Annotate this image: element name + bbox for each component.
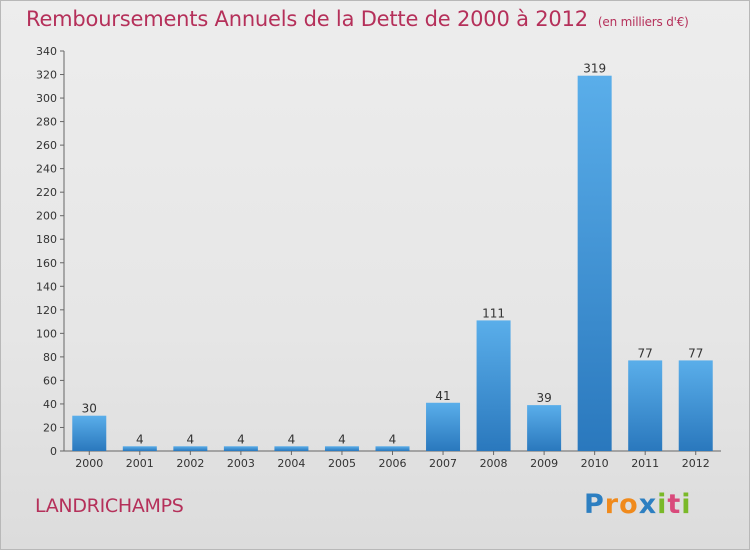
y-tick-label: 200: [36, 210, 57, 223]
bar-2011: [628, 360, 663, 451]
value-label-2002: 4: [187, 432, 195, 446]
unit-label: (en milliers d'€): [597, 15, 689, 29]
chart-title: Remboursements Annuels de la Dette de 20…: [26, 7, 689, 31]
value-label-2008: 111: [482, 306, 505, 320]
bar-2000: [72, 415, 107, 451]
logo-letter: x: [638, 489, 658, 520]
value-label-2004: 4: [288, 432, 296, 446]
y-tick-label: 160: [36, 257, 57, 270]
logo-letter: P: [584, 489, 605, 520]
y-tick-label: 340: [36, 45, 57, 58]
logo-letter: i: [681, 489, 692, 520]
y-tick-label: 60: [43, 374, 57, 387]
labels: 2000 30 2001 4 2002 4 2003 4 2004 4 2005 4 2006 4 2007…: [75, 62, 709, 470]
y-tick-label: 260: [36, 139, 57, 152]
x-tick-label-2008: 2008: [480, 457, 508, 470]
proxiti-logo: Proxiti: [584, 489, 692, 520]
x-tick-label-2011: 2011: [631, 457, 659, 470]
logo-letter: t: [667, 489, 682, 520]
y-tick-label: 40: [43, 398, 57, 411]
y-tick-label: 80: [43, 351, 57, 364]
axes: 0 20 40 60 80 100 120 140 160 180 200 220 240 260 280 3…: [36, 45, 721, 458]
bar-2001: [122, 446, 157, 451]
y-tick-label: 180: [36, 233, 57, 246]
x-tick-label-2000: 2000: [75, 457, 103, 470]
y-tick-label: 320: [36, 69, 57, 82]
y-tick-label: 300: [36, 92, 57, 105]
x-tick-label-2006: 2006: [379, 457, 407, 470]
y-tick-label: 0: [50, 445, 57, 458]
x-tick-label-2001: 2001: [126, 457, 154, 470]
bar-2007: [426, 402, 461, 451]
value-label-2006: 4: [389, 432, 397, 446]
y-tick-label: 100: [36, 327, 57, 340]
bars: [72, 75, 713, 452]
commune-name: LANDRICHAMPS: [35, 495, 184, 517]
value-label-2012: 77: [688, 346, 703, 360]
bar-2010: [577, 75, 612, 452]
x-tick-label-2004: 2004: [277, 457, 305, 470]
y-tick-label: 220: [36, 186, 57, 199]
bar-2002: [173, 446, 208, 451]
logo-letter: r: [604, 489, 620, 520]
bar-2006: [375, 446, 410, 451]
y-tick-label: 20: [43, 421, 57, 434]
value-label-2009: 39: [536, 391, 551, 405]
x-tick-label-2007: 2007: [429, 457, 457, 470]
logo-letter: i: [657, 489, 668, 520]
value-label-2001: 4: [136, 432, 144, 446]
x-tick-label-2010: 2010: [581, 457, 609, 470]
bar-2004: [274, 446, 309, 451]
x-tick-label-2012: 2012: [682, 457, 710, 470]
bar-2005: [324, 446, 359, 451]
logo-letter: o: [619, 489, 639, 520]
bar-2012: [678, 360, 713, 451]
value-label-2011: 77: [638, 346, 653, 360]
bar-2009: [527, 405, 562, 451]
value-label-2000: 30: [82, 402, 97, 416]
y-tick-label: 140: [36, 280, 57, 293]
y-tick-label: 120: [36, 304, 57, 317]
value-label-2003: 4: [237, 432, 245, 446]
y-tick-label: 240: [36, 163, 57, 176]
value-label-2007: 41: [435, 389, 450, 403]
bar-2003: [223, 446, 258, 451]
bar-2008: [476, 320, 511, 451]
y-tick-label: 280: [36, 116, 57, 129]
value-label-2010: 319: [583, 62, 606, 76]
value-label-2005: 4: [338, 432, 346, 446]
x-tick-label-2009: 2009: [530, 457, 558, 470]
x-tick-label-2005: 2005: [328, 457, 356, 470]
x-tick-label-2003: 2003: [227, 457, 255, 470]
x-tick-label-2002: 2002: [176, 457, 204, 470]
